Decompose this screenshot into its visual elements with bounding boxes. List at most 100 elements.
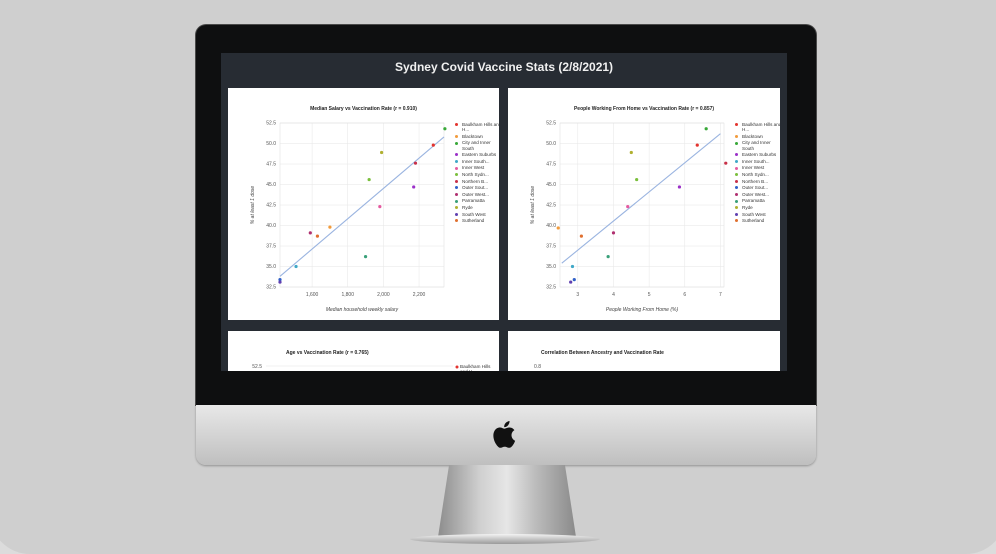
legend-item[interactable]: Parramatta	[454, 198, 499, 203]
legend-age: Baulkham Hills and H...	[460, 364, 499, 371]
data-point	[704, 127, 708, 131]
legend-label: Inner West	[462, 165, 485, 171]
legend-item[interactable]: Parramatta	[734, 198, 780, 203]
legend-item[interactable]: Eastern Suburbs	[734, 152, 780, 157]
xtick-label: 5	[648, 292, 651, 298]
legend-wfh: Baulkham Hills and H... Blacktown City and…	[734, 122, 780, 225]
xtick-label: 1,800	[341, 292, 354, 298]
chart-title-age: Age vs Vaccination Rate (r = 0.765)	[286, 350, 369, 356]
xtick-label: 7	[719, 292, 722, 298]
ytick-label: 45.0	[546, 182, 556, 188]
legend-item[interactable]: Ryde	[734, 205, 780, 210]
ytick-label: 35.0	[266, 264, 276, 270]
legend-item[interactable]: Sutherland	[454, 218, 499, 223]
data-point	[380, 150, 384, 155]
bar-chart-ancestry: 0.8	[534, 364, 541, 370]
legend-item[interactable]: Outer Sout...	[454, 185, 499, 190]
legend-item[interactable]: Inner West	[454, 165, 499, 170]
trendline	[279, 136, 445, 277]
legend-label: Ryde	[742, 204, 753, 210]
legend-item[interactable]: Inner South...	[734, 159, 780, 164]
legend-item[interactable]: Outer Sout...	[734, 185, 780, 190]
legend-label: Inner South...	[462, 158, 490, 164]
legend-item[interactable]: Ryde	[454, 205, 499, 210]
scatter-chart-age: 52.5	[252, 364, 459, 370]
legend-dot	[735, 212, 738, 216]
ytick-label: 47.5	[546, 162, 556, 168]
legend-label: Baulkham Hills and H...	[462, 122, 499, 133]
ytick-label-age-top: 52.5	[252, 364, 262, 370]
legend-item[interactable]: Inner South...	[454, 159, 499, 164]
scatter-chart-wfh: 32.5 35.0 37.5 40.0 42.5 45.0 47.5 50.0 52.5 3 4 5 6…	[530, 121, 728, 313]
data-point	[569, 280, 573, 284]
data-point	[556, 226, 560, 230]
legend-dot	[735, 199, 738, 203]
x-axis-label: Median household weekly salary	[326, 307, 399, 313]
legend-dot	[735, 135, 738, 139]
legend-label-age-first: Baulkham Hills and H...	[460, 364, 491, 371]
legend-dot	[735, 153, 738, 157]
legend-item[interactable]: Northern B...	[454, 179, 499, 184]
ytick-label: 37.5	[546, 244, 556, 250]
data-point	[606, 255, 610, 259]
data-point	[363, 255, 368, 259]
x-axis-label: People Working From Home (%)	[606, 307, 679, 313]
data-point	[378, 205, 382, 209]
legend-item[interactable]: Baulkham Hills and H...	[734, 122, 780, 132]
legend-dot	[735, 179, 738, 183]
legend-item[interactable]: Baulkham Hills and H...	[454, 122, 499, 132]
legend-label: Blacktown	[462, 133, 483, 139]
scatter-chart-salary: 32.5 35.0 37.5 40.0 42.5 45.0 47.5 50.0 52.5 1,60…	[250, 121, 447, 313]
legend-item[interactable]: North Sydn...	[734, 172, 780, 177]
legend-dot	[455, 141, 458, 145]
trendline	[561, 133, 721, 264]
chart-title-wfh: People Working From Home vs Vaccination …	[573, 106, 715, 112]
legend-label: Northern B...	[742, 178, 769, 184]
legend-dot	[735, 206, 738, 210]
legend-item[interactable]: Sutherland	[734, 218, 780, 223]
chart-card-age: Age vs Vaccination Rate (r = 0.765) 52.5…	[228, 331, 499, 371]
legend-label: Northern B...	[462, 178, 489, 184]
data-point	[635, 177, 639, 182]
legend-dot	[455, 166, 458, 170]
legend-item[interactable]: City and Inner South	[734, 140, 780, 151]
ytick-label: 42.5	[546, 203, 556, 209]
legend-item[interactable]: City and Inner South	[454, 140, 499, 151]
data-point	[367, 177, 371, 182]
legend-item[interactable]: Blacktown	[734, 134, 780, 139]
legend-item[interactable]: Blacktown	[454, 134, 499, 139]
legend-item[interactable]: South West	[454, 212, 499, 217]
legend-dot	[735, 173, 738, 177]
data-point	[695, 143, 699, 147]
dashboard-screen: Sydney Covid Vaccine Stats (2/8/2021) Me…	[221, 53, 787, 371]
legend-item[interactable]: North Sydn...	[454, 172, 499, 177]
data-point	[579, 234, 583, 238]
legend-item[interactable]: Outer West...	[734, 192, 780, 197]
ytick-label: 42.5	[266, 203, 276, 209]
legend-dot	[735, 160, 738, 164]
legend-label: Ryde	[462, 204, 473, 210]
monitor-stand	[438, 465, 576, 537]
legend-dot	[455, 219, 458, 223]
legend-label: North Sydn...	[462, 171, 489, 177]
data-point	[724, 161, 728, 165]
legend-label: Outer Sout...	[462, 185, 489, 191]
legend-item[interactable]: Northern B...	[734, 179, 780, 184]
legend-dot	[735, 166, 738, 170]
legend-item[interactable]: Eastern Suburbs	[454, 152, 499, 157]
legend-label: Outer West...	[742, 191, 769, 197]
xtick-label: 4	[612, 292, 615, 298]
legend-item[interactable]: South West	[734, 212, 780, 217]
ytick-label: 32.5	[546, 285, 556, 291]
ytick-label-ancestry-top: 0.8	[534, 364, 541, 370]
legend-item[interactable]: Outer West...	[454, 192, 499, 197]
legend-dot	[735, 186, 738, 190]
legend-label: Outer West...	[462, 191, 489, 197]
data-point	[328, 225, 332, 229]
ytick-label: 32.5	[266, 285, 276, 291]
legend-item[interactable]: Inner West	[734, 165, 780, 170]
data-point	[572, 278, 576, 282]
legend-dot	[455, 199, 458, 203]
ytick-label: 50.0	[546, 141, 556, 147]
legend-dot	[455, 173, 458, 177]
